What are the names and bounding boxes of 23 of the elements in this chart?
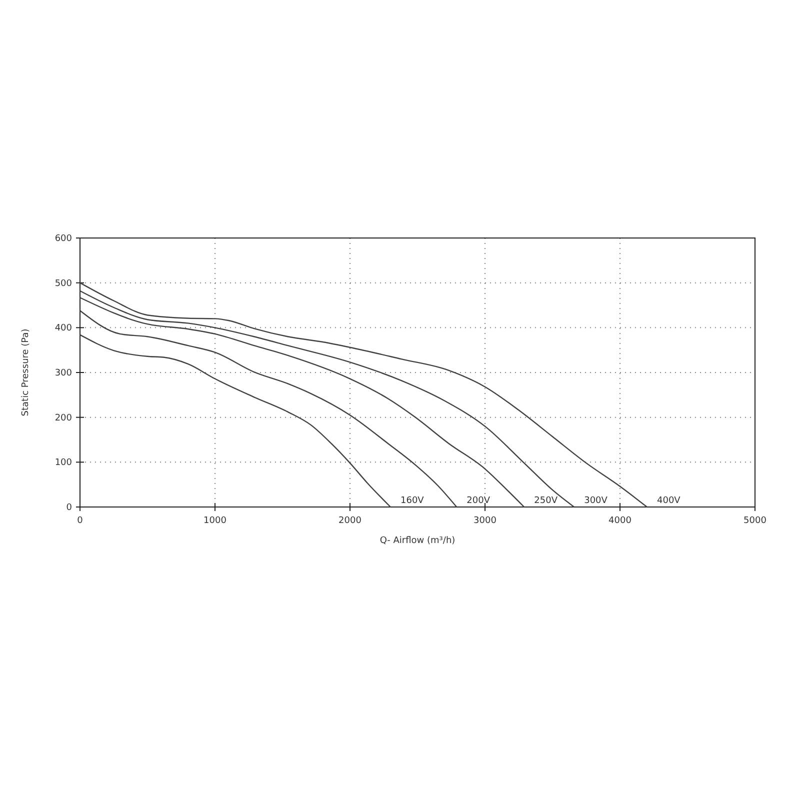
x-axis-title: Q- Airflow (m³/h) bbox=[380, 536, 456, 546]
y-tick-label: 200 bbox=[54, 413, 72, 424]
x-tick-label: 3000 bbox=[474, 516, 497, 526]
x-tick-label: 1000 bbox=[204, 516, 227, 526]
y-tick-label: 100 bbox=[54, 458, 72, 468]
series-label: 160V bbox=[400, 496, 425, 506]
line-series bbox=[79, 282, 648, 508]
x-tick-label: 0 bbox=[77, 516, 84, 526]
series-label: 400V bbox=[657, 496, 682, 506]
y-tick-label: 300 bbox=[54, 368, 72, 378]
y-tick-label: 500 bbox=[54, 278, 72, 289]
y-tick-label: 400 bbox=[54, 324, 72, 334]
y-tick-label: 600 bbox=[54, 234, 72, 244]
x-tick-label: 5000 bbox=[744, 516, 767, 526]
y-tick-label: 0 bbox=[66, 503, 72, 513]
series-label: 300V bbox=[584, 496, 608, 506]
y-axis-title: Static Pressure (Pa) bbox=[21, 328, 31, 416]
line-series bbox=[79, 334, 392, 508]
series-label: 200V bbox=[466, 496, 491, 506]
line-series bbox=[79, 310, 458, 508]
x-tick-label: 2000 bbox=[338, 516, 362, 526]
x-tick-label: 4000 bbox=[608, 516, 632, 526]
series-label: 250V bbox=[534, 496, 558, 506]
